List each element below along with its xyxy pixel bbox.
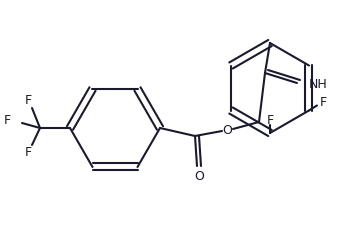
Text: F: F <box>24 94 32 106</box>
Text: F: F <box>319 96 327 109</box>
Text: F: F <box>266 114 274 127</box>
Text: O: O <box>194 169 204 182</box>
Text: NH: NH <box>309 78 328 91</box>
Text: O: O <box>222 123 232 137</box>
Text: F: F <box>4 114 10 127</box>
Text: F: F <box>24 146 32 160</box>
